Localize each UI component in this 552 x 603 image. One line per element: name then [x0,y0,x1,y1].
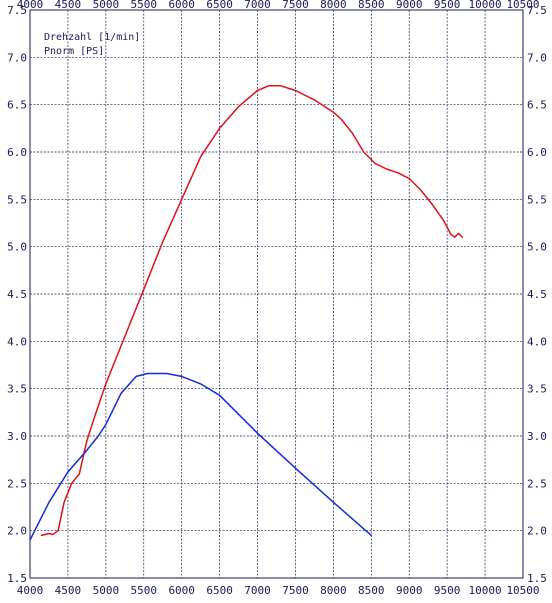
x-tick-label-bottom: 6000 [168,584,195,597]
x-tick-label-top: 10500 [506,0,539,11]
x-tick-label-top: 4000 [17,0,44,11]
y-tick-label-right: 6.0 [527,146,547,159]
x-tick-label-bottom: 7500 [282,584,309,597]
y-tick-label-right: 6.5 [527,99,547,112]
x-tick-label-bottom: 4500 [55,584,82,597]
y-tick-label-left: 1.5 [7,572,27,585]
y-tick-label-left: 5.0 [7,241,27,254]
y-tick-label-right: 2.0 [527,525,547,538]
x-tick-label-bottom: 10000 [469,584,502,597]
x-tick-label-bottom: 9000 [396,584,423,597]
plot-frame [29,9,524,579]
x-tick-label-top: 9000 [396,0,423,11]
legend-entry-rpm: Drehzahl [1/min] [44,32,140,43]
y-tick-label-left: 2.0 [7,525,27,538]
y-tick-label-right: 1.5 [527,572,547,585]
series-line-blue [29,372,373,541]
y-tick-label-left: 4.5 [7,288,27,301]
x-tick-label-bottom: 6500 [206,584,233,597]
x-tick-label-bottom: 10500 [506,584,539,597]
x-tick-label-top: 9500 [434,0,461,11]
x-tick-label-bottom: 5500 [131,584,158,597]
x-tick-label-top: 4500 [55,0,82,11]
x-tick-label-bottom: 7000 [244,584,271,597]
x-tick-label-top: 6000 [168,0,195,11]
grid [30,10,523,578]
x-tick-label-top: 5500 [131,0,158,11]
y-tick-label-left: 4.0 [7,335,27,348]
x-tick-label-top: 7500 [282,0,309,11]
y-tick-label-left: 5.5 [7,193,27,206]
x-tick-label-bottom: 5000 [93,584,120,597]
y-tick-label-right: 3.0 [527,430,547,443]
x-tick-label-top: 10000 [469,0,502,11]
y-tick-label-left: 3.0 [7,430,27,443]
x-tick-label-bottom: 8500 [358,584,385,597]
x-tick-label-top: 5000 [93,0,120,11]
y-tick-label-left: 6.0 [7,146,27,159]
y-tick-label-left: 6.5 [7,99,27,112]
y-tick-label-right: 4.5 [527,288,547,301]
x-tick-label-top: 8000 [320,0,347,11]
x-tick-label-top: 7000 [244,0,271,11]
tick-labels: 4000 4000 4500 4500 5000 5000 5500 5500 6000 6000… [7,0,547,597]
y-tick-label-right: 5.0 [527,241,547,254]
legend-entry-power: Pnorm [PS] [44,46,104,57]
y-tick-label-right: 7.0 [527,51,547,64]
y-tick-label-left: 7.5 [7,4,27,17]
series-layer [29,84,464,541]
y-tick-label-right: 2.5 [527,477,547,490]
y-tick-label-left: 3.5 [7,383,27,396]
x-tick-label-bottom: 8000 [320,584,347,597]
series-line-red [40,84,464,537]
y-tick-label-right: 4.0 [527,335,547,348]
y-tick-label-left: 2.5 [7,477,27,490]
legend: Drehzahl [1/min] Pnorm [PS] [44,32,140,57]
y-tick-label-right: 5.5 [527,193,547,206]
x-tick-label-bottom: 9500 [434,584,461,597]
y-tick-label-left: 7.0 [7,51,27,64]
x-tick-label-bottom: 4000 [17,584,44,597]
x-tick-label-top: 8500 [358,0,385,11]
x-tick-label-top: 6500 [206,0,233,11]
y-tick-label-right: 7.5 [527,4,547,17]
y-tick-label-right: 3.5 [527,383,547,396]
